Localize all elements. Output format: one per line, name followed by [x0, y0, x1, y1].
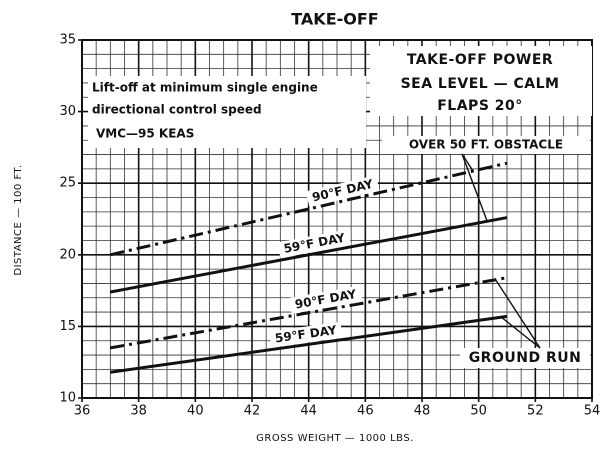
y-tick-label: 20 — [59, 247, 76, 262]
label-bg — [269, 321, 343, 348]
leader-line — [500, 316, 541, 349]
x-tick-label: 46 — [357, 404, 374, 419]
annotation: FLAPS 20° — [437, 98, 523, 114]
x-tick-label: 54 — [584, 404, 601, 419]
annotation: Lift-off at minimum single engine — [92, 81, 318, 95]
annotation: SEA LEVEL — CALM — [401, 76, 560, 92]
x-tick-label: 48 — [414, 404, 431, 419]
series-line — [110, 216, 508, 294]
y-axis-label: DISTANCE — 100 FT. — [13, 164, 24, 275]
y-tick-label: 35 — [59, 33, 76, 48]
x-axis-label: GROSS WEIGHT — 1000 LBS. — [256, 433, 414, 444]
y-tick-label: 25 — [59, 176, 76, 191]
series-line — [109, 161, 508, 257]
label-bg — [305, 175, 380, 208]
y-tick-label: 30 — [59, 104, 76, 119]
leader-line — [461, 153, 474, 172]
leader-line — [461, 153, 488, 222]
leader-line — [495, 279, 541, 349]
x-tick-label: 40 — [187, 404, 204, 419]
x-tick-label: 42 — [244, 404, 261, 419]
x-tick-label: 44 — [300, 404, 317, 419]
series-line — [110, 276, 508, 350]
x-tick-label: 50 — [470, 404, 487, 419]
label-bg — [277, 229, 352, 259]
y-tick-label: 15 — [59, 319, 76, 334]
note-box — [88, 76, 366, 148]
chart-title: TAKE-OFF — [291, 10, 378, 29]
annotation: OVER 50 FT. OBSTACLE — [409, 138, 563, 152]
series-line — [110, 314, 508, 374]
annotation: GROUND RUN — [469, 350, 582, 366]
x-tick-label: 52 — [527, 404, 544, 419]
note-box — [370, 46, 592, 116]
plot-frame — [81, 39, 593, 399]
note-box — [460, 348, 590, 368]
label-bg — [288, 285, 363, 314]
x-tick-label: 38 — [130, 404, 147, 419]
annotations: Lift-off at minimum single engine direct… — [88, 46, 592, 368]
annotation: TAKE-OFF POWER — [407, 52, 553, 68]
x-tick-label: 36 — [74, 404, 91, 419]
note-box — [382, 136, 590, 154]
annotation: directional control speed — [92, 103, 262, 117]
y-tick-label: 10 — [59, 391, 76, 406]
annotation: VMC—95 KEAS — [96, 127, 194, 141]
